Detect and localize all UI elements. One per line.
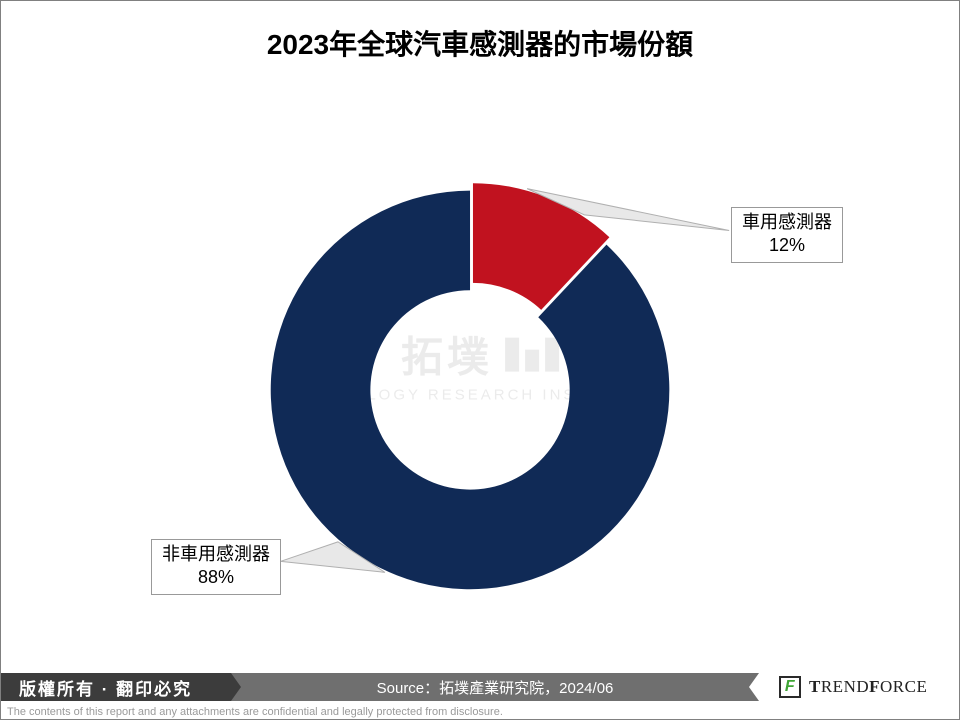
slice-label-percent: 88% [162, 566, 270, 589]
slice-label-text: 非車用感測器 [162, 544, 270, 564]
chart-area: 拓墣 TOPOLOGY RESEARCH INSTITUTE 車用感測器 12%… [1, 81, 959, 659]
slice-label-percent: 12% [742, 234, 832, 257]
brand-text: TRENDFORCE [809, 677, 927, 697]
footer-bar: 版權所有 · 翻印必究 Source：拓墣產業研究院，2024/06 F TRE… [1, 673, 959, 701]
disclaimer-text: The contents of this report and any atta… [7, 706, 503, 718]
donut-slice-non_automotive [271, 191, 670, 590]
page: 2023年全球汽車感測器的市場份額 拓墣 TOPOLOGY RESEARCH I… [0, 0, 960, 720]
slice-label-automotive: 車用感測器 12% [731, 207, 843, 263]
copyright-block: 版權所有 · 翻印必究 [1, 673, 231, 701]
brand-logo-icon: F [779, 676, 801, 698]
brand-block: F TRENDFORCE [759, 673, 959, 701]
source-block: Source：拓墣產業研究院，2024/06 [231, 673, 759, 701]
slice-label-non-automotive: 非車用感測器 88% [151, 539, 281, 595]
donut-chart [1, 81, 959, 659]
chart-title: 2023年全球汽車感測器的市場份額 [1, 23, 959, 63]
slice-label-text: 車用感測器 [742, 212, 832, 232]
